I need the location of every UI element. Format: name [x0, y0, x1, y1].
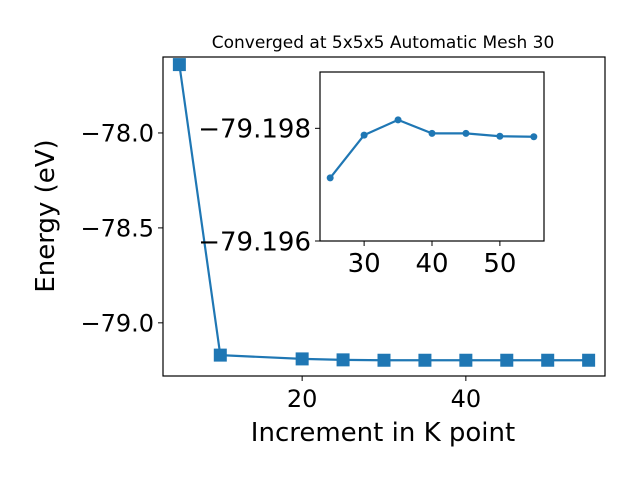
inset-y-tick-label: −79.198 [198, 115, 311, 145]
main-data-point [377, 353, 391, 367]
main-y-ticks: −79.0 −78.5 −78.0 [80, 120, 163, 337]
main-data-point [213, 348, 227, 362]
inset-x-tick-label: 30 [348, 249, 381, 279]
main-axes: 20 40 −79.0−78.5−78.0 [80, 56, 606, 413]
main-data-point [418, 353, 432, 367]
x-axis-label: Increment in K point [251, 418, 515, 448]
inset-data-point [530, 133, 538, 141]
inset-y-tick-label: −79.196 [198, 227, 311, 257]
inset-series [326, 116, 538, 182]
inset-data-point [462, 129, 470, 137]
main-series-line [178, 64, 589, 362]
main-x-tick-label: 40 [451, 385, 482, 413]
main-data-point [336, 353, 350, 367]
main-y-tick-label: −79.0 [80, 309, 154, 337]
inset-data-point [360, 131, 368, 139]
inset-data-point [326, 174, 334, 182]
inset-axes: 30 40 50 −79.196 −79.198 [198, 71, 545, 279]
main-series [172, 58, 596, 367]
inset-x-ticks: 30 40 50 [348, 241, 516, 279]
main-data-point [541, 353, 555, 367]
main-y-tick-label: −78.0 [80, 120, 154, 148]
inset-data-point [394, 116, 402, 124]
main-x-tick-label: 20 [287, 385, 318, 413]
main-y-tick-label: −78.5 [80, 215, 154, 243]
main-data-point [295, 352, 309, 366]
chart-title: Converged at 5x5x5 Automatic Mesh 30 [212, 33, 555, 53]
main-plot-frame [162, 56, 606, 377]
inset-data-point [496, 132, 504, 140]
inset-x-tick-label: 40 [415, 249, 448, 279]
inset-y-ticks: −79.196 −79.198 [198, 115, 320, 257]
inset-data-point [428, 129, 436, 137]
inset-plot-frame [319, 71, 545, 242]
main-data-point [582, 353, 596, 367]
main-data-point [459, 353, 473, 367]
main-data-point [500, 353, 514, 367]
main-data-point [172, 58, 186, 72]
y-axis-label: Energy (eV) [31, 139, 61, 292]
inset-x-tick-label: 50 [483, 249, 516, 279]
main-x-ticks: 20 40 [287, 376, 481, 413]
